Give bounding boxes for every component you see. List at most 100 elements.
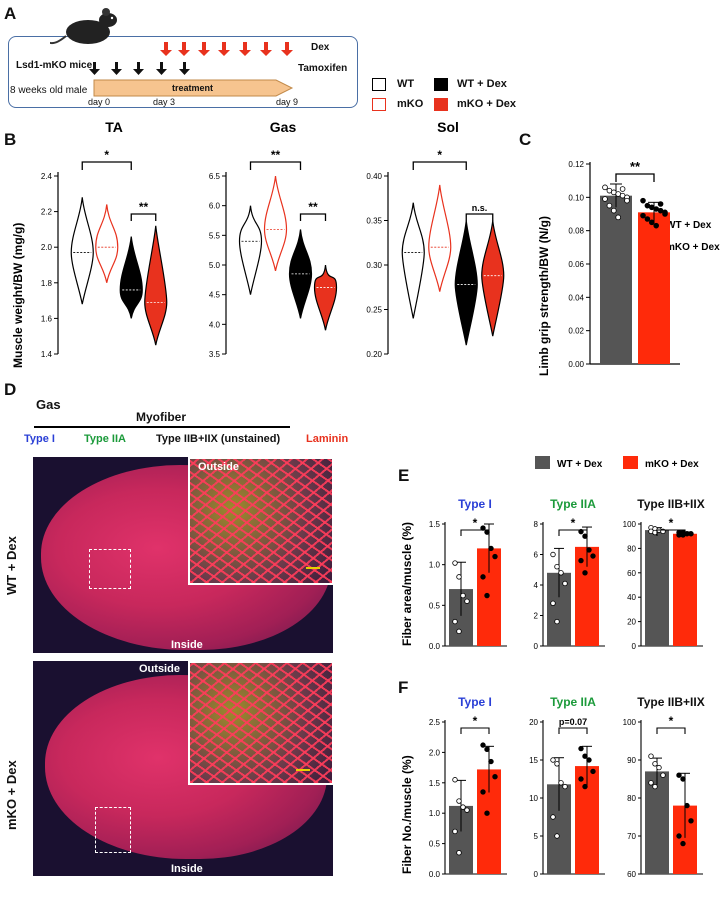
- stain-laminin: Laminin: [306, 433, 349, 445]
- y-tick-label: 0.5: [429, 840, 441, 849]
- subplot-type-i: Type I 0.0 0.5 1.0 1.5 *: [429, 497, 507, 651]
- data-point: [688, 531, 694, 537]
- data-point: [662, 211, 668, 217]
- y-tick-label: 3.5: [209, 350, 221, 359]
- y-tick-label: 5: [534, 832, 539, 841]
- data-point: [550, 814, 556, 820]
- dex-arrows: [160, 42, 293, 56]
- violin-mko-dex: [481, 220, 505, 337]
- y-tick-label: 1.8: [41, 279, 53, 288]
- y-axis-label: Fiber area/muscle (%): [400, 522, 414, 646]
- subplot-title: Type IIA: [550, 695, 596, 709]
- day3-label: day 3: [153, 97, 176, 107]
- data-point: [582, 570, 588, 576]
- data-point: [640, 212, 646, 219]
- significance-label: **: [271, 148, 281, 162]
- significance-label: *: [473, 714, 478, 728]
- data-point: [586, 547, 592, 553]
- legend-label-mko: mKO: [397, 98, 424, 110]
- significance-bracket: [656, 727, 686, 734]
- y-tick-label: 70: [627, 832, 636, 841]
- significance-bracket: [558, 529, 588, 536]
- treatment-label: treatment: [172, 83, 214, 93]
- legend-label-mkodex: mKO + Dex: [457, 98, 516, 110]
- data-point: [602, 196, 608, 202]
- data-point: [649, 219, 655, 226]
- y-tick-label: 15: [529, 756, 538, 765]
- data-point: [558, 570, 564, 576]
- data-point: [680, 776, 686, 782]
- violin-wt: [238, 205, 263, 295]
- stain-type1: Type I: [24, 433, 55, 445]
- subplot-title: Type IIB+IIX: [637, 497, 704, 511]
- age-label: 8 weeks old male: [10, 85, 88, 96]
- data-point: [602, 184, 608, 191]
- data-point: [554, 618, 560, 625]
- y-tick-label: 0.25: [366, 306, 382, 315]
- data-point: [562, 783, 568, 790]
- significance-label: *: [104, 148, 109, 162]
- y-tick-label: 0.0: [429, 642, 441, 651]
- legend-label-wtdex: WT + Dex: [457, 78, 507, 90]
- data-point: [452, 618, 458, 625]
- mouse-icon: [50, 8, 117, 45]
- zoom-box: [95, 807, 131, 853]
- legend-swatch-mko: [372, 98, 386, 111]
- zoom-inset: [188, 457, 333, 585]
- y-tick-label: 0.30: [366, 261, 382, 270]
- y-tick-label: 2.4: [41, 172, 53, 181]
- y-tick-label: 6.5: [209, 172, 221, 181]
- outside-label: Outside: [198, 461, 239, 473]
- data-point: [456, 628, 462, 635]
- chart-title: Gas: [270, 119, 297, 135]
- zoom-inset: [188, 661, 333, 785]
- y-tick-label: 1.5: [429, 520, 441, 529]
- significance-label: n.s.: [472, 203, 488, 213]
- data-point: [558, 780, 564, 786]
- y-tick-label: 1.6: [41, 314, 53, 323]
- stain-type2a: Type IIA: [84, 433, 126, 445]
- data-point: [680, 840, 686, 847]
- data-point: [578, 745, 584, 752]
- data-point: [676, 833, 682, 839]
- legend-swatch-mko-dex: [623, 456, 638, 469]
- data-point: [460, 804, 466, 810]
- significance-label: *: [473, 516, 478, 530]
- violin-wt-dex: [454, 220, 478, 346]
- y-tick-label: 80: [627, 544, 636, 553]
- subplot-title: Type I: [458, 695, 492, 709]
- y-tick-label: 4: [534, 581, 539, 590]
- y-tick-label: 100: [623, 718, 637, 727]
- ylabel-anchor-b: [2, 360, 26, 361]
- significance-bracket: [465, 213, 494, 221]
- data-point: [590, 768, 596, 775]
- subplot-title: Type IIA: [550, 497, 596, 511]
- panel-label-d: D: [4, 380, 17, 399]
- legend-swatch-wt-dex: [535, 456, 550, 469]
- violin-mko: [428, 184, 452, 292]
- legend-label-wt: WT: [397, 78, 415, 90]
- mouse-label: Lsd1-mKO mice: [16, 60, 93, 71]
- data-point: [586, 757, 592, 763]
- y-tick-label: 60: [627, 569, 636, 578]
- panel-label-b: B: [4, 130, 17, 149]
- bar-wt-dex: [600, 195, 632, 364]
- data-point: [456, 798, 462, 804]
- subplot-type-iia: Type IIA 0 2 4 6 8 *: [534, 497, 605, 651]
- myofiber-underline: [34, 426, 290, 428]
- data-point: [464, 807, 470, 813]
- significance-label: **: [139, 200, 149, 214]
- timeline-arrows: [89, 42, 294, 97]
- violin-chart-gas: Gas 3.5 4.0 4.5 5.0 5.5 6.0 6.5 ** **: [209, 119, 338, 359]
- significance-label: p=0.07: [559, 717, 587, 727]
- panel-label-e: E: [398, 466, 410, 485]
- y-tick-label: 5.5: [209, 231, 221, 240]
- data-point: [611, 207, 617, 214]
- y-tick-label: 5.0: [209, 261, 221, 270]
- chart-title: Sol: [437, 119, 459, 135]
- significance-label: *: [669, 516, 674, 530]
- legend-label-mko-dex: mKO + Dex: [645, 459, 699, 470]
- y-tick-label: 1.4: [41, 350, 53, 359]
- data-point: [484, 810, 490, 816]
- chart-title: TA: [105, 119, 123, 135]
